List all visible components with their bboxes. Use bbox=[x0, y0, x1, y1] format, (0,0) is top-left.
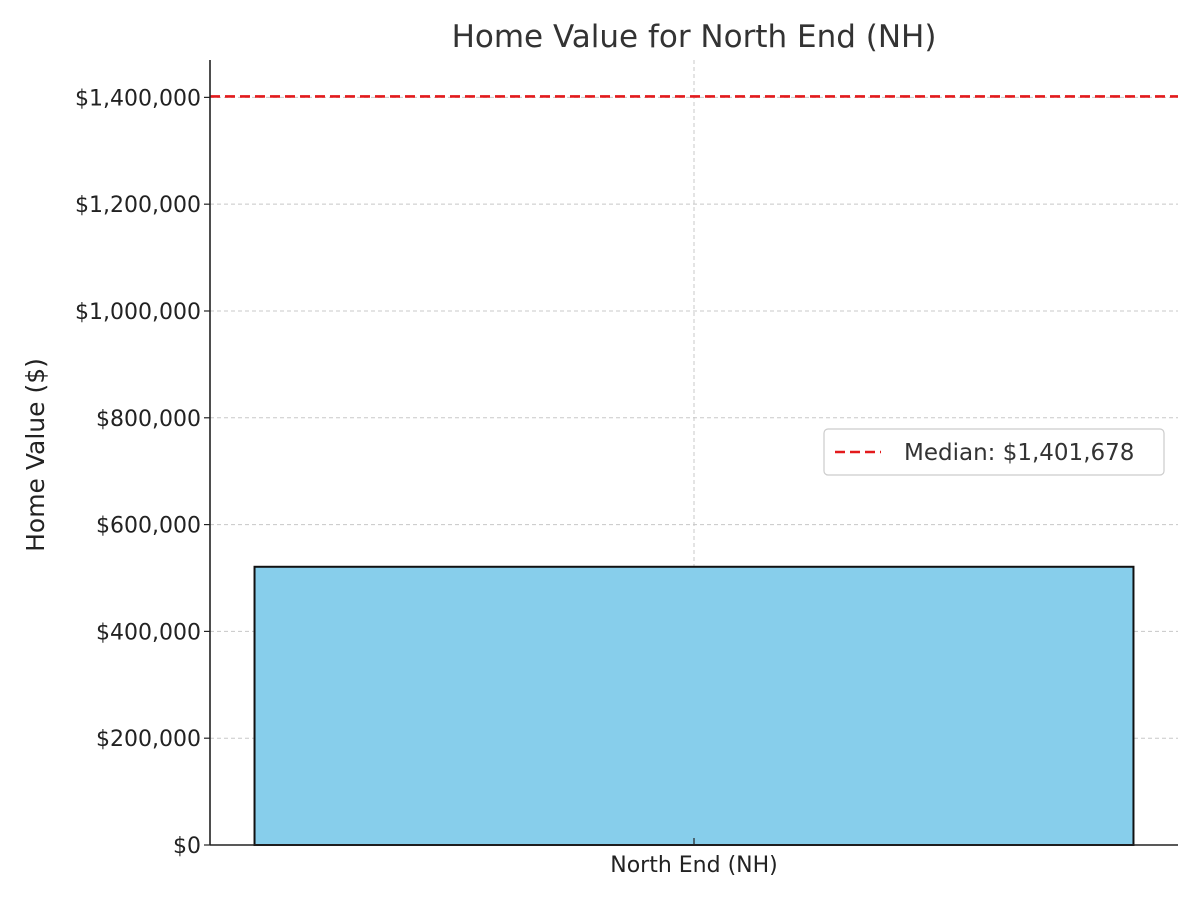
y-tick-label: $400,000 bbox=[96, 620, 201, 645]
x-tick-label: North End (NH) bbox=[610, 853, 778, 878]
y-tick-label: $1,400,000 bbox=[75, 86, 201, 111]
y-tick-label: $1,000,000 bbox=[75, 300, 201, 325]
legend: Median: $1,401,678 bbox=[823, 428, 1165, 476]
axes bbox=[204, 60, 1178, 846]
legend-box bbox=[823, 428, 1165, 476]
y-tick-label: $800,000 bbox=[96, 407, 201, 432]
bars bbox=[253, 565, 1135, 847]
legend-median-label: Median: $1,401,678 bbox=[904, 440, 1134, 466]
y-tick-label: $1,200,000 bbox=[75, 193, 201, 218]
y-axis-label: Home Value ($) bbox=[21, 358, 50, 552]
bar bbox=[253, 565, 1135, 847]
y-tick-label: $0 bbox=[173, 834, 201, 859]
y-tick-label: $600,000 bbox=[96, 514, 201, 539]
chart-title: Home Value for North End (NH) bbox=[452, 19, 937, 55]
y-tick-label: $200,000 bbox=[96, 727, 201, 752]
tick-labels: $0 $200,000 $400,000 $600,000 $800,000 $1,000… bbox=[75, 86, 778, 878]
